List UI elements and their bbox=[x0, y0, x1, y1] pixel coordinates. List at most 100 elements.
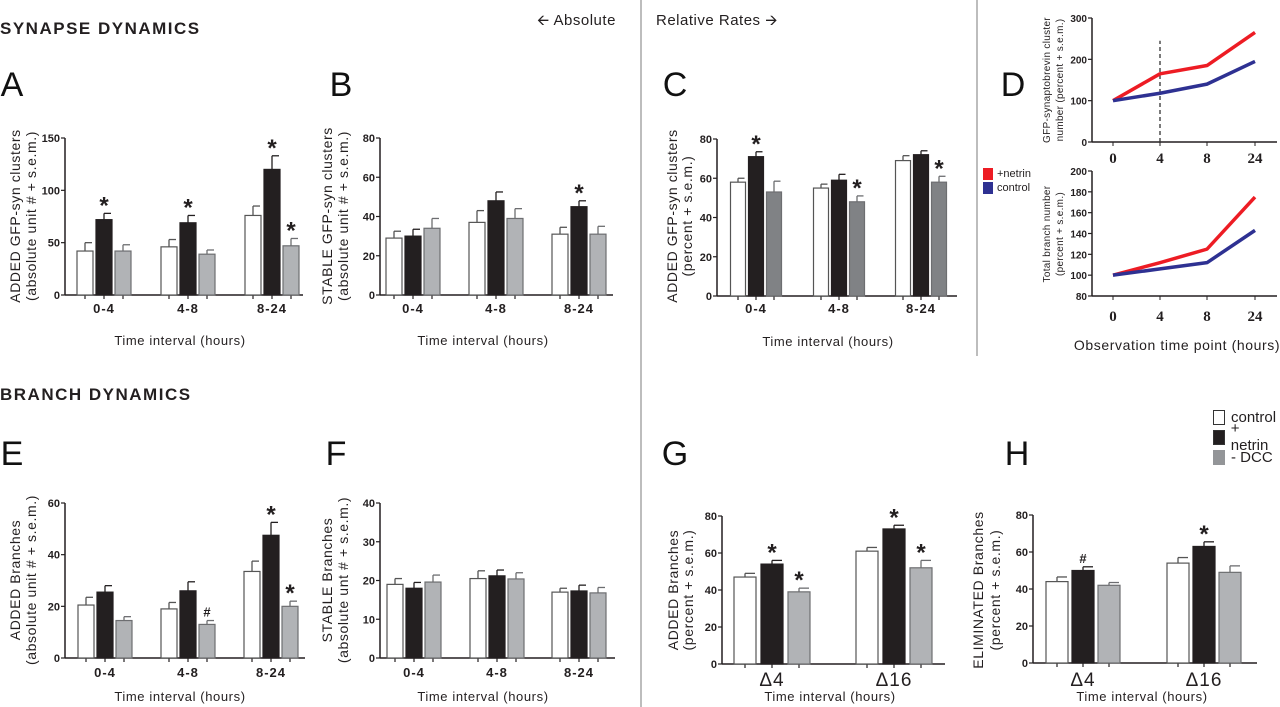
significance-star: * bbox=[285, 580, 295, 607]
absolute-label: 🡨 Absolute bbox=[537, 10, 616, 35]
y-tick-label: 60 bbox=[705, 548, 717, 560]
y-tick-label: 0 bbox=[369, 290, 375, 302]
bar-control bbox=[1166, 562, 1190, 664]
bar-dcc bbox=[114, 250, 132, 296]
y-tick-label: 50 bbox=[48, 238, 60, 250]
y-axis-label: ADDED Branches bbox=[665, 530, 681, 650]
x-axis-label: Time interval (hours) bbox=[1076, 689, 1207, 704]
x-tick-label: 4 bbox=[1156, 151, 1164, 167]
divider-panel-d bbox=[976, 0, 978, 356]
bar-netrin bbox=[405, 587, 423, 659]
y-axis-label: ADDED GFP-syn clusters bbox=[7, 129, 23, 302]
y-axis-label: number (percent + s.e.m.) bbox=[1055, 19, 1066, 142]
bar-dcc bbox=[506, 217, 524, 296]
legend-item-control: control bbox=[1213, 408, 1276, 426]
bar-dcc bbox=[424, 581, 442, 659]
legend-label: +netrin bbox=[997, 168, 1031, 180]
y-axis-label: ELIMINATED Branches bbox=[970, 511, 986, 668]
y-axis-label: GFP-synaptobrevin cluster bbox=[1042, 17, 1053, 143]
panel-letter: C bbox=[663, 66, 688, 104]
relative-rates-text: Relative Rates bbox=[656, 12, 761, 29]
line-legend-netrin: +netrin bbox=[983, 165, 1031, 183]
x-tick-label: 4-8 bbox=[485, 301, 507, 316]
y-tick-label: 0 bbox=[1081, 138, 1087, 149]
y-tick-label: 100 bbox=[1070, 97, 1087, 108]
y-axis-label: (absolute unit # + s.e.m.) bbox=[335, 131, 351, 301]
significance-star: * bbox=[1199, 521, 1209, 548]
bar-dcc bbox=[765, 191, 783, 297]
y-tick-label: 100 bbox=[1070, 271, 1087, 282]
y-tick-label: 60 bbox=[1016, 547, 1028, 559]
y-tick-label: 0 bbox=[54, 653, 60, 665]
bar-control bbox=[729, 181, 747, 297]
x-tick-label: 4-8 bbox=[177, 301, 199, 316]
bar-dcc bbox=[1097, 584, 1121, 664]
y-axis-label: (absolute unit # + s.e.m.) bbox=[23, 495, 39, 665]
x-tick-label: 8-24 bbox=[257, 301, 287, 316]
bar-dcc bbox=[282, 245, 300, 296]
significance-star: * bbox=[794, 567, 804, 594]
bar-dcc bbox=[1218, 571, 1242, 664]
legend-swatch-dcc bbox=[1213, 449, 1225, 465]
panel-letter: D bbox=[1001, 66, 1026, 104]
y-tick-label: 200 bbox=[1070, 167, 1087, 178]
legend-item-netrin: + netrin bbox=[1213, 420, 1280, 454]
panel-letter: A bbox=[1, 66, 24, 104]
y-tick-label: 120 bbox=[1070, 250, 1087, 261]
y-axis-label: (percent + s.e.m.) bbox=[680, 530, 696, 651]
bar-netrin bbox=[96, 591, 114, 659]
bar-control bbox=[551, 591, 569, 659]
section-title-branch-dynamics: BRANCH DYNAMICS bbox=[0, 385, 192, 404]
x-axis-label: Time interval (hours) bbox=[764, 689, 895, 704]
x-tick-label: 0 bbox=[1109, 151, 1117, 167]
significance-star: * bbox=[267, 135, 277, 162]
bar-dcc bbox=[198, 253, 216, 296]
bar-netrin bbox=[760, 563, 784, 665]
significance-star: * bbox=[889, 504, 899, 531]
y-tick-label: 60 bbox=[700, 173, 712, 185]
y-tick-label: 40 bbox=[705, 585, 717, 597]
bar-netrin bbox=[95, 219, 113, 296]
x-tick-label: 0-4 bbox=[93, 301, 115, 316]
y-tick-label: 40 bbox=[363, 498, 375, 510]
x-tick-label: 24 bbox=[1248, 309, 1264, 325]
y-tick-label: 40 bbox=[363, 212, 375, 224]
bar-control bbox=[385, 237, 403, 296]
x-axis-label: Time interval (hours) bbox=[762, 334, 893, 349]
bar-netrin bbox=[1071, 569, 1095, 664]
legend-label: + netrin bbox=[1230, 420, 1269, 454]
y-tick-label: 100 bbox=[42, 185, 60, 197]
bar-dcc bbox=[589, 592, 607, 659]
x-tick-label: 8-24 bbox=[564, 301, 594, 316]
x-tick-label: Δ16 bbox=[876, 670, 913, 691]
y-tick-label: 200 bbox=[1070, 55, 1087, 66]
y-axis-label: (percent + s.e.m.) bbox=[987, 530, 1003, 651]
legend-label: control bbox=[1231, 408, 1277, 426]
y-tick-label: 60 bbox=[363, 172, 375, 184]
y-axis-label: ADDED GFP-syn clusters bbox=[664, 129, 680, 302]
legend-swatch-netrin-red bbox=[983, 168, 993, 180]
significance-star: * bbox=[751, 131, 761, 158]
absolute-text: Absolute bbox=[553, 12, 616, 29]
x-tick-label: 4-8 bbox=[177, 665, 199, 680]
bar-netrin bbox=[179, 590, 197, 659]
x-tick-label: 4 bbox=[1156, 309, 1164, 325]
line-control bbox=[1112, 59, 1256, 103]
y-tick-label: 80 bbox=[1076, 292, 1088, 303]
significance-star: * bbox=[574, 180, 584, 207]
bar-control bbox=[243, 570, 261, 659]
bar-netrin bbox=[570, 590, 588, 659]
y-tick-label: 0 bbox=[1022, 658, 1028, 670]
x-axis-label: Time interval (hours) bbox=[114, 689, 245, 704]
y-tick-label: 20 bbox=[363, 251, 375, 263]
panel-letter: E bbox=[1, 435, 24, 473]
y-tick-label: 60 bbox=[48, 498, 60, 510]
bar-control bbox=[77, 604, 95, 659]
y-tick-label: 0 bbox=[369, 653, 375, 665]
bar-netrin bbox=[830, 179, 848, 297]
y-tick-label: 80 bbox=[700, 134, 712, 146]
x-tick-label: 8-24 bbox=[564, 665, 594, 680]
bar-netrin bbox=[404, 235, 422, 296]
bar-dcc bbox=[787, 591, 811, 665]
